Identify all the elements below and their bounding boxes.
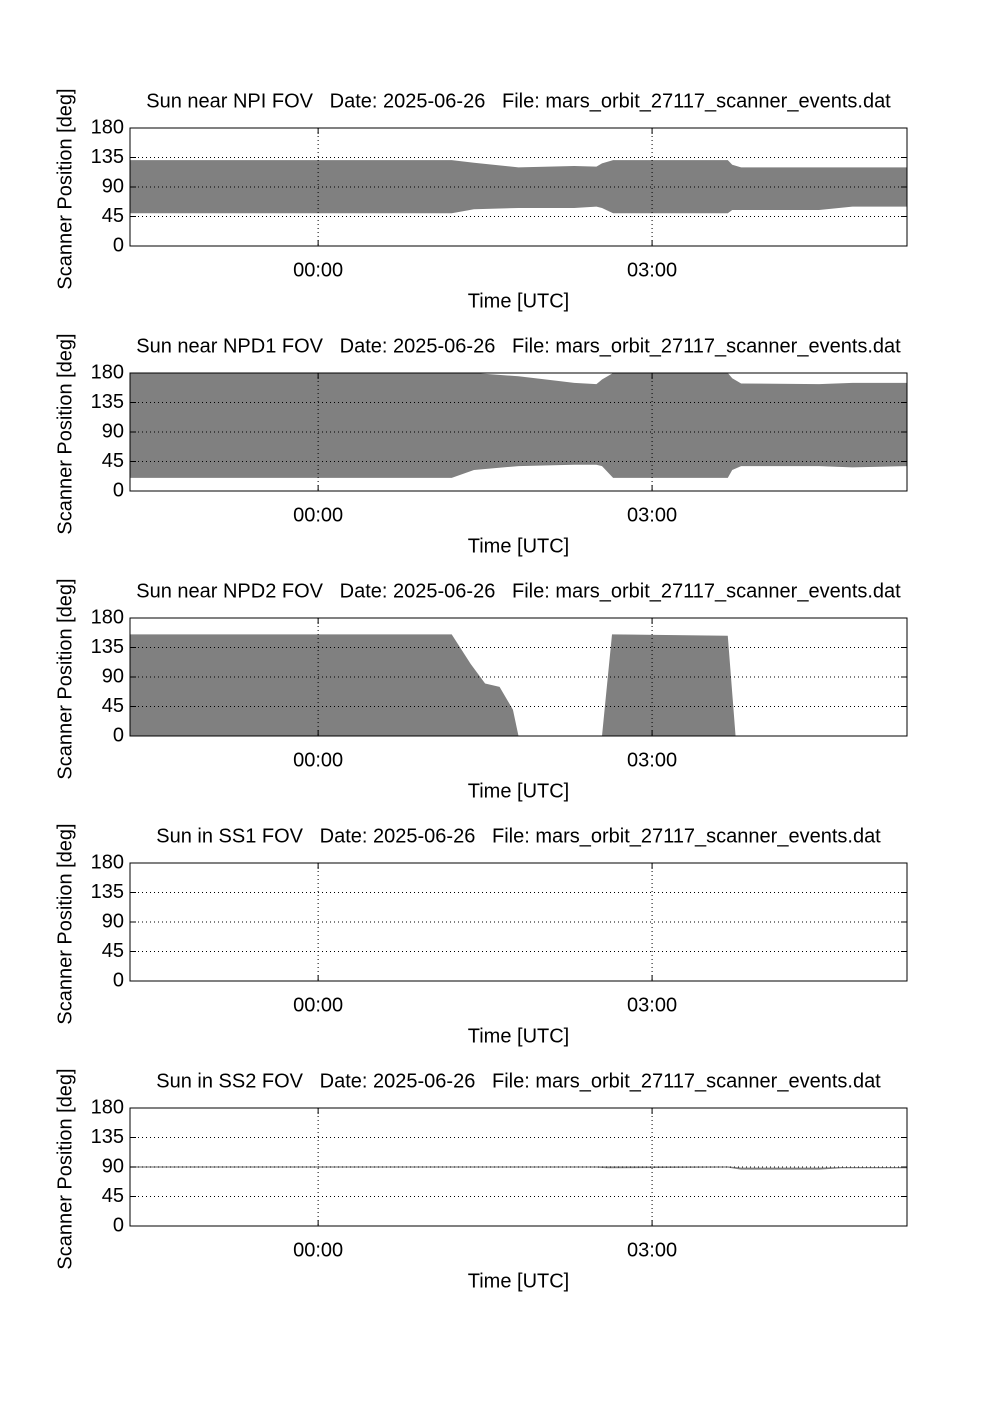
y-tick-label: 180 bbox=[91, 361, 124, 383]
y-tick-label: 0 bbox=[113, 969, 124, 991]
chart-title: Sun in SS2 FOV Date: 2025-06-26 File: ma… bbox=[156, 1070, 881, 1092]
y-tick-label: 45 bbox=[102, 695, 124, 717]
y-tick-label: 180 bbox=[91, 116, 124, 138]
y-tick-label: 135 bbox=[91, 881, 124, 903]
x-tick-label: 00:00 bbox=[293, 749, 343, 771]
chart-title: Sun in SS1 FOV Date: 2025-06-26 File: ma… bbox=[156, 825, 881, 847]
x-tick-label: 03:00 bbox=[627, 259, 677, 281]
y-axis-label: Scanner Position [deg] bbox=[54, 333, 76, 534]
y-tick-label: 90 bbox=[102, 175, 124, 197]
x-tick-label: 03:00 bbox=[627, 504, 677, 526]
x-axis-label: Time [UTC] bbox=[468, 780, 569, 802]
y-tick-label: 0 bbox=[113, 1214, 124, 1236]
plot-frame bbox=[129, 862, 908, 982]
y-tick-label: 135 bbox=[91, 391, 124, 413]
y-tick-label: 180 bbox=[91, 1096, 124, 1118]
y-axis-label: Scanner Position [deg] bbox=[54, 823, 76, 1024]
y-tick-label: 90 bbox=[102, 420, 124, 442]
x-axis-label: Time [UTC] bbox=[468, 1270, 569, 1292]
x-tick-label: 00:00 bbox=[293, 259, 343, 281]
y-tick-label: 0 bbox=[113, 234, 124, 256]
y-tick-label: 45 bbox=[102, 940, 124, 962]
plot-frame bbox=[129, 372, 908, 492]
x-tick-label: 00:00 bbox=[293, 994, 343, 1016]
y-tick-label: 90 bbox=[102, 665, 124, 687]
y-axis-label: Scanner Position [deg] bbox=[54, 578, 76, 779]
y-tick-label: 0 bbox=[113, 724, 124, 746]
x-tick-label: 03:00 bbox=[627, 1239, 677, 1261]
y-axis-label: Scanner Position [deg] bbox=[54, 88, 76, 289]
chart-title: Sun near NPI FOV Date: 2025-06-26 File: … bbox=[146, 90, 891, 112]
x-tick-label: 00:00 bbox=[293, 504, 343, 526]
band bbox=[130, 1166, 907, 1170]
x-axis-label: Time [UTC] bbox=[468, 1025, 569, 1047]
x-axis-label: Time [UTC] bbox=[468, 290, 569, 312]
y-tick-label: 0 bbox=[113, 479, 124, 501]
y-tick-label: 45 bbox=[102, 205, 124, 227]
chart-title: Sun near NPD1 FOV Date: 2025-06-26 File:… bbox=[136, 335, 901, 357]
y-tick-label: 180 bbox=[91, 851, 124, 873]
y-tick-label: 180 bbox=[91, 606, 124, 628]
y-tick-label: 135 bbox=[91, 1126, 124, 1148]
x-tick-label: 03:00 bbox=[627, 994, 677, 1016]
y-tick-label: 90 bbox=[102, 1155, 124, 1177]
y-tick-label: 135 bbox=[91, 636, 124, 658]
x-tick-label: 03:00 bbox=[627, 749, 677, 771]
y-tick-label: 45 bbox=[102, 450, 124, 472]
x-axis-label: Time [UTC] bbox=[468, 535, 569, 557]
plot-frame bbox=[129, 127, 908, 247]
plot-frame bbox=[129, 617, 908, 737]
y-tick-label: 45 bbox=[102, 1185, 124, 1207]
band bbox=[130, 634, 907, 736]
chart-title: Sun near NPD2 FOV Date: 2025-06-26 File:… bbox=[136, 580, 901, 602]
plot-frame bbox=[129, 1107, 908, 1227]
y-tick-label: 90 bbox=[102, 910, 124, 932]
y-tick-label: 135 bbox=[91, 146, 124, 168]
x-tick-label: 00:00 bbox=[293, 1239, 343, 1261]
band bbox=[130, 373, 907, 478]
y-axis-label: Scanner Position [deg] bbox=[54, 1068, 76, 1269]
